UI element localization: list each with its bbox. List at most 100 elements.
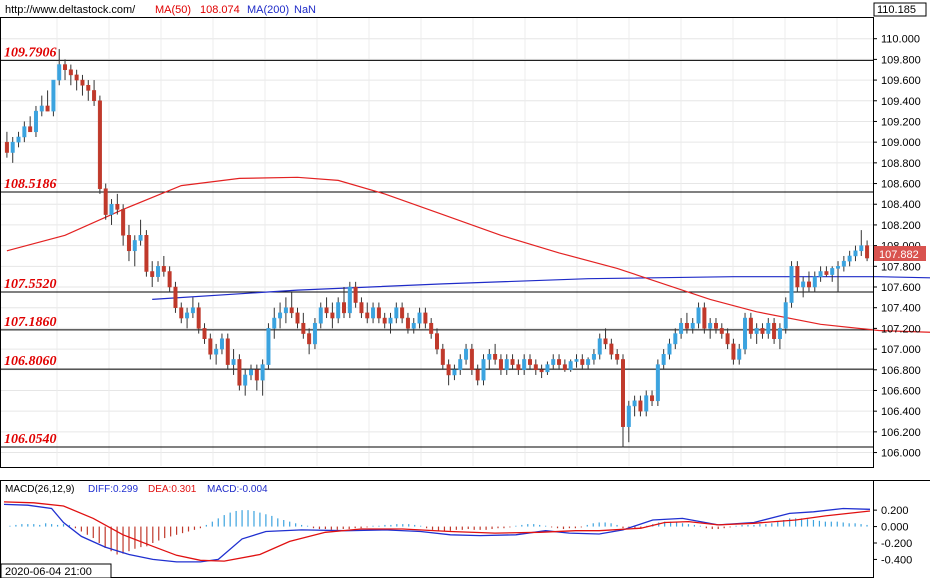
- candle-up: [336, 302, 341, 319]
- candle-down: [795, 266, 800, 288]
- candle-down: [103, 188, 108, 215]
- candle-down: [86, 85, 91, 91]
- candle-up: [568, 361, 573, 371]
- candle-down: [440, 348, 445, 365]
- macd-tick-label: -0.400: [881, 554, 912, 566]
- candle-up: [504, 359, 509, 371]
- candle-down: [365, 312, 370, 319]
- candle-down: [806, 281, 811, 288]
- candle-down: [516, 364, 521, 371]
- candle-up: [138, 235, 143, 241]
- current-price-text: 107.882: [879, 249, 919, 261]
- price-tick-label: 106.400: [881, 406, 921, 418]
- macd-tick-label: -0.200: [881, 538, 912, 550]
- candle-down: [446, 364, 451, 376]
- candle-down: [254, 369, 259, 381]
- candle-up: [789, 266, 794, 303]
- candle-down: [28, 126, 33, 133]
- candle-down: [713, 322, 718, 329]
- candle-up: [708, 322, 713, 329]
- candle-up: [673, 333, 678, 345]
- price-tick-label: 109.000: [881, 137, 921, 149]
- macd-dea-line: [3, 501, 871, 562]
- candle-up: [661, 354, 666, 365]
- candle-up: [411, 322, 416, 329]
- candle-up: [777, 328, 782, 339]
- candle-up: [39, 105, 44, 112]
- candle-up: [243, 374, 248, 386]
- candle-up: [632, 400, 637, 407]
- candle-up: [347, 286, 352, 314]
- macd-tick-label: 0.200: [881, 505, 909, 517]
- candle-up: [458, 359, 463, 371]
- top-price-badge: [873, 2, 927, 17]
- ma200-label: MA(200): [247, 4, 289, 16]
- price-panel-frame: [0, 17, 874, 468]
- candle-down: [760, 328, 765, 334]
- candle-down: [376, 307, 381, 319]
- candle-up: [487, 354, 492, 360]
- date-text: 2020-06-04 21:00: [5, 566, 92, 578]
- price-tick-label: 107.600: [881, 282, 921, 294]
- candle-up: [51, 79, 56, 112]
- candle-up: [586, 359, 591, 365]
- candle-down: [400, 307, 405, 319]
- candle-up: [766, 322, 771, 334]
- candle-up: [16, 136, 21, 143]
- candle-up: [185, 312, 190, 319]
- candle-up: [574, 359, 579, 362]
- current-price-badge: [874, 246, 926, 261]
- candle-down: [748, 317, 753, 334]
- candle-down: [359, 302, 364, 314]
- candle-down: [150, 271, 155, 277]
- candle-down: [342, 302, 347, 314]
- candle-down: [580, 359, 585, 365]
- moving-average-layer: [6, 176, 930, 333]
- candle-up: [743, 317, 748, 350]
- level-label: 106.0540: [4, 432, 57, 447]
- price-tick-label: 108.600: [881, 179, 921, 191]
- candle-up: [33, 110, 38, 133]
- candle-up: [754, 328, 759, 334]
- candle-down: [615, 354, 620, 360]
- price-tick-label: 107.200: [881, 323, 921, 335]
- top-price-text: 110.185: [877, 4, 916, 16]
- candle-down: [167, 271, 172, 288]
- candle-up: [231, 359, 236, 365]
- candle-down: [510, 359, 515, 365]
- candle-up: [272, 317, 277, 329]
- price-tick-label: 108.800: [881, 158, 921, 170]
- url-text[interactable]: http://www.deltastock.com/: [5, 4, 136, 16]
- candle-down: [493, 354, 498, 360]
- candle-down: [121, 209, 126, 236]
- macd-value-label: MACD:-0.004: [207, 484, 268, 495]
- candle-up: [841, 260, 846, 267]
- candle-up: [132, 240, 137, 252]
- candle-up: [394, 307, 399, 319]
- candle-up: [679, 322, 684, 334]
- candle-down: [562, 364, 567, 371]
- candle-up: [266, 328, 271, 365]
- candle-down: [330, 312, 335, 319]
- candle-down: [684, 322, 689, 329]
- level-label: 107.1860: [4, 315, 57, 330]
- candle-up: [452, 369, 457, 376]
- level-label: 106.8060: [4, 354, 57, 369]
- candle-down: [324, 307, 329, 314]
- candle-down: [45, 105, 50, 112]
- candle-up: [836, 266, 841, 269]
- price-tick-label: 107.800: [881, 261, 921, 273]
- candle-down: [63, 64, 68, 70]
- candle-up: [318, 307, 323, 324]
- candle-up: [690, 322, 695, 329]
- candle-down: [475, 369, 480, 381]
- level-layer: 109.7906 108.5186 107.5520 107.1860 106.8060…: [1, 45, 873, 448]
- candle-up: [109, 203, 114, 215]
- ma50-line: [6, 176, 930, 333]
- candle-down: [80, 79, 85, 86]
- candle-down: [719, 328, 724, 334]
- candle-down: [772, 322, 777, 339]
- candle-up: [626, 405, 631, 427]
- candle-up: [667, 343, 672, 355]
- candle-up: [545, 364, 550, 373]
